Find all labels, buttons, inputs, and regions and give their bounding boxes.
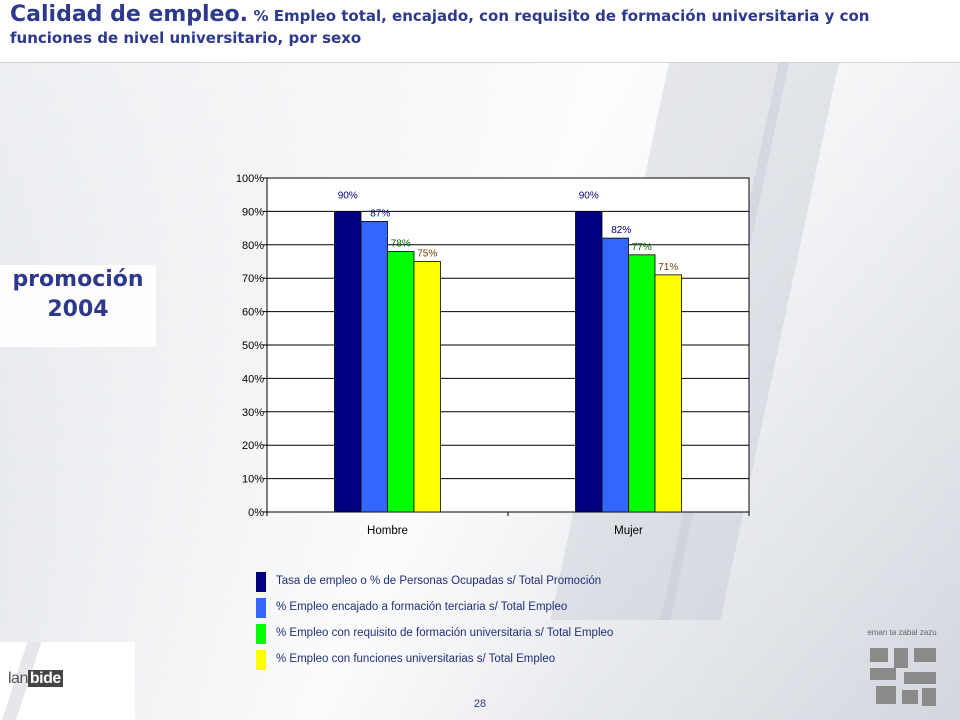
- bar: [334, 210, 362, 513]
- y-tick-label: 70%: [242, 273, 264, 285]
- y-tick-label: 90%: [242, 206, 264, 218]
- legend-swatch: [256, 572, 266, 592]
- legend-item: % Empleo encajado a formación terciaria …: [256, 598, 736, 624]
- x-tick-label: Mujer: [614, 525, 643, 537]
- data-label: 82%: [611, 225, 631, 236]
- bar: [360, 221, 388, 513]
- y-tick-label: 10%: [242, 474, 264, 486]
- title-subtitle: % Empleo total, encajado, con requisito …: [10, 7, 870, 47]
- lanbide-logo: lan bide: [0, 642, 135, 720]
- bar: [628, 254, 656, 513]
- logo-bide: bide: [27, 670, 63, 687]
- data-label: 78%: [391, 238, 411, 249]
- data-label: 87%: [370, 208, 390, 219]
- legend-item: Tasa de empleo o % de Personas Ocupadas …: [256, 572, 736, 598]
- promotion-label-line1: promoción: [12, 267, 144, 292]
- bar: [575, 210, 603, 513]
- y-tick-label: 100%: [236, 173, 264, 185]
- legend-label: % Empleo con requisito de formación univ…: [276, 627, 614, 639]
- legend-label: Tasa de empleo o % de Personas Ocupadas …: [276, 575, 602, 587]
- bar: [413, 261, 441, 513]
- logo-lan: lan: [8, 670, 28, 687]
- slide-title: Calidad de empleo. % Empleo total, encaj…: [10, 4, 950, 49]
- y-tick-label: 50%: [242, 340, 264, 352]
- title-main: Calidad de empleo.: [10, 2, 248, 27]
- university-emblem: eman ta zabal zazu: [860, 628, 944, 708]
- page-number: 28: [473, 698, 487, 710]
- promotion-label-year: 2004: [47, 297, 109, 322]
- data-label: 90%: [579, 190, 599, 201]
- logo-text: lan bide: [8, 670, 63, 688]
- x-tick-label: Hombre: [367, 525, 408, 537]
- legend-swatch: [256, 624, 266, 644]
- data-label: 77%: [632, 242, 652, 253]
- y-tick-label: 40%: [242, 373, 264, 385]
- emblem-icon: [870, 648, 936, 706]
- data-label: 71%: [658, 262, 678, 273]
- bar: [387, 251, 415, 513]
- y-tick-label: 0%: [248, 507, 264, 519]
- legend-label: % Empleo con funciones universitarias s/…: [276, 653, 556, 665]
- data-label: 75%: [417, 249, 437, 260]
- legend-label: % Empleo encajado a formación terciaria …: [276, 601, 568, 613]
- y-tick-label: 60%: [242, 307, 264, 319]
- legend-swatch: [256, 650, 266, 670]
- emblem-motto: eman ta zabal zazu: [867, 628, 937, 637]
- promotion-label: promoción 2004: [0, 265, 156, 347]
- legend-item: % Empleo con funciones universitarias s/…: [256, 650, 736, 676]
- bar: [601, 237, 629, 513]
- slide-header: Calidad de empleo. % Empleo total, encaj…: [0, 0, 960, 63]
- y-tick-label: 80%: [242, 240, 264, 252]
- y-tick-label: 30%: [242, 407, 264, 419]
- legend-item: % Empleo con requisito de formación univ…: [256, 624, 736, 650]
- y-tick-label: 20%: [242, 440, 264, 452]
- bar: [654, 274, 682, 513]
- data-label: 90%: [338, 190, 358, 201]
- chart-legend: Tasa de empleo o % de Personas Ocupadas …: [256, 572, 736, 676]
- legend-swatch: [256, 598, 266, 618]
